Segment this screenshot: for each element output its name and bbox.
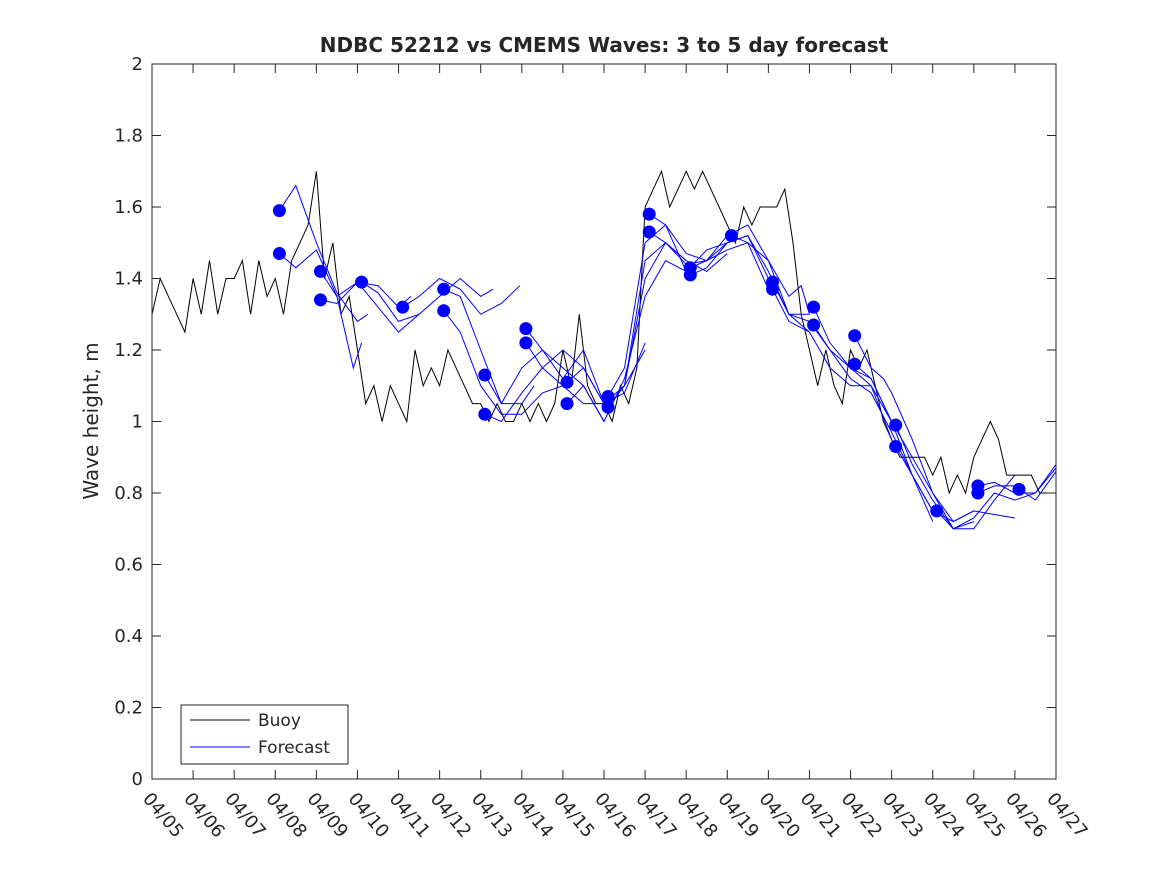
forecast-marker	[848, 357, 862, 371]
forecast-run-line-28	[895, 446, 1015, 523]
y-tick-label: 1.8	[114, 126, 143, 147]
forecast-marker	[560, 397, 574, 411]
forecast-run-line-4	[361, 277, 494, 322]
forecast-marker	[1012, 482, 1026, 496]
forecast-run-line-3	[320, 281, 420, 333]
forecast-marker	[272, 247, 286, 260]
forecast-marker	[314, 293, 327, 307]
forecast-marker	[930, 504, 944, 518]
forecast-marker	[724, 229, 738, 243]
forecast-marker	[314, 264, 327, 278]
forecast-marker	[437, 282, 451, 296]
legend-label-forecast: Forecast	[258, 738, 330, 758]
forecast-marker	[396, 300, 410, 314]
y-axis-label: Wave height, m	[79, 342, 103, 499]
y-tick-label: 1.6	[114, 197, 143, 218]
forecast-marker	[766, 282, 779, 296]
forecast-marker	[683, 268, 697, 282]
forecast-run-line-25	[854, 335, 974, 530]
y-tick-label: 0.4	[114, 626, 143, 647]
forecast-marker	[807, 318, 821, 332]
forecast-marker	[601, 400, 615, 414]
forecast-marker	[601, 390, 615, 403]
legend: Buoy Forecast	[180, 704, 349, 765]
legend-label-buoy: Buoy	[258, 711, 301, 731]
y-tick-label: 1	[132, 412, 143, 433]
forecast-run-line-20	[731, 235, 810, 315]
forecast-marker	[807, 300, 821, 314]
chart-title: NDBC 52212 vs CMEMS Waves: 3 to 5 day fo…	[320, 33, 889, 57]
y-tick-label: 0.2	[114, 698, 143, 719]
forecast-marker	[478, 368, 492, 382]
forecast-marker	[642, 207, 656, 221]
forecast-marker	[642, 225, 656, 239]
forecast-marker	[889, 440, 903, 453]
forecast-run-line-7	[443, 310, 564, 415]
forecast-run-line-0	[278, 184, 368, 323]
forecast-marker	[478, 407, 492, 421]
plot-content	[151, 169, 1057, 530]
forecast-run-line-13	[566, 259, 687, 423]
forecast-run-line-5	[402, 277, 521, 315]
forecast-marker	[560, 375, 574, 389]
forecast-marker	[519, 336, 533, 350]
forecast-marker	[437, 304, 451, 318]
y-tick-label: 1.4	[114, 269, 143, 290]
y-tick-label: 0.8	[114, 483, 143, 504]
y-axis-ticks: 0 0.2 0.4 0.6 0.8 1 1.2 1.4 1.6 1.8 2	[114, 54, 1056, 790]
y-tick-label: 0	[132, 769, 143, 790]
y-tick-label: 2	[132, 54, 143, 75]
forecast-marker	[848, 329, 862, 343]
forecast-marker	[519, 322, 533, 336]
y-tick-label: 0.6	[114, 555, 143, 576]
forecast-marker	[971, 486, 985, 500]
forecast-marker	[889, 418, 903, 432]
y-tick-label: 1.2	[114, 340, 143, 361]
forecast-marker	[272, 204, 286, 218]
forecast-run-line-10	[525, 328, 646, 405]
forecast-marker	[355, 275, 369, 289]
legend-box	[180, 704, 349, 765]
